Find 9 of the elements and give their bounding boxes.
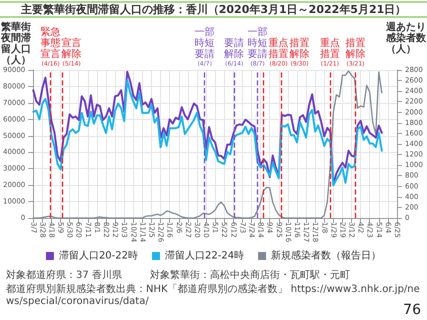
legend-label: 新規感染者数（報告日） — [271, 250, 382, 262]
legend-label: 滞留人口20-22時 — [58, 250, 138, 262]
legend-label: 滞留人口22-24時 — [165, 250, 244, 262]
line-series — [32, 70, 382, 219]
text: 対象繁華街：高松中央商店街・瓦町駅・元町 — [150, 270, 350, 282]
chart-title: 主要繁華街夜間滞留人口の推移：香川（2020年3月1日～2022年5月21日） — [20, 3, 406, 16]
text: 対象都道府県：37 香川県 — [6, 270, 122, 282]
y-axis-title: 繁華街夜間滞留人口（人） — [0, 21, 31, 66]
y2-axis-title: 週あたり感染者数（人） — [385, 21, 427, 55]
